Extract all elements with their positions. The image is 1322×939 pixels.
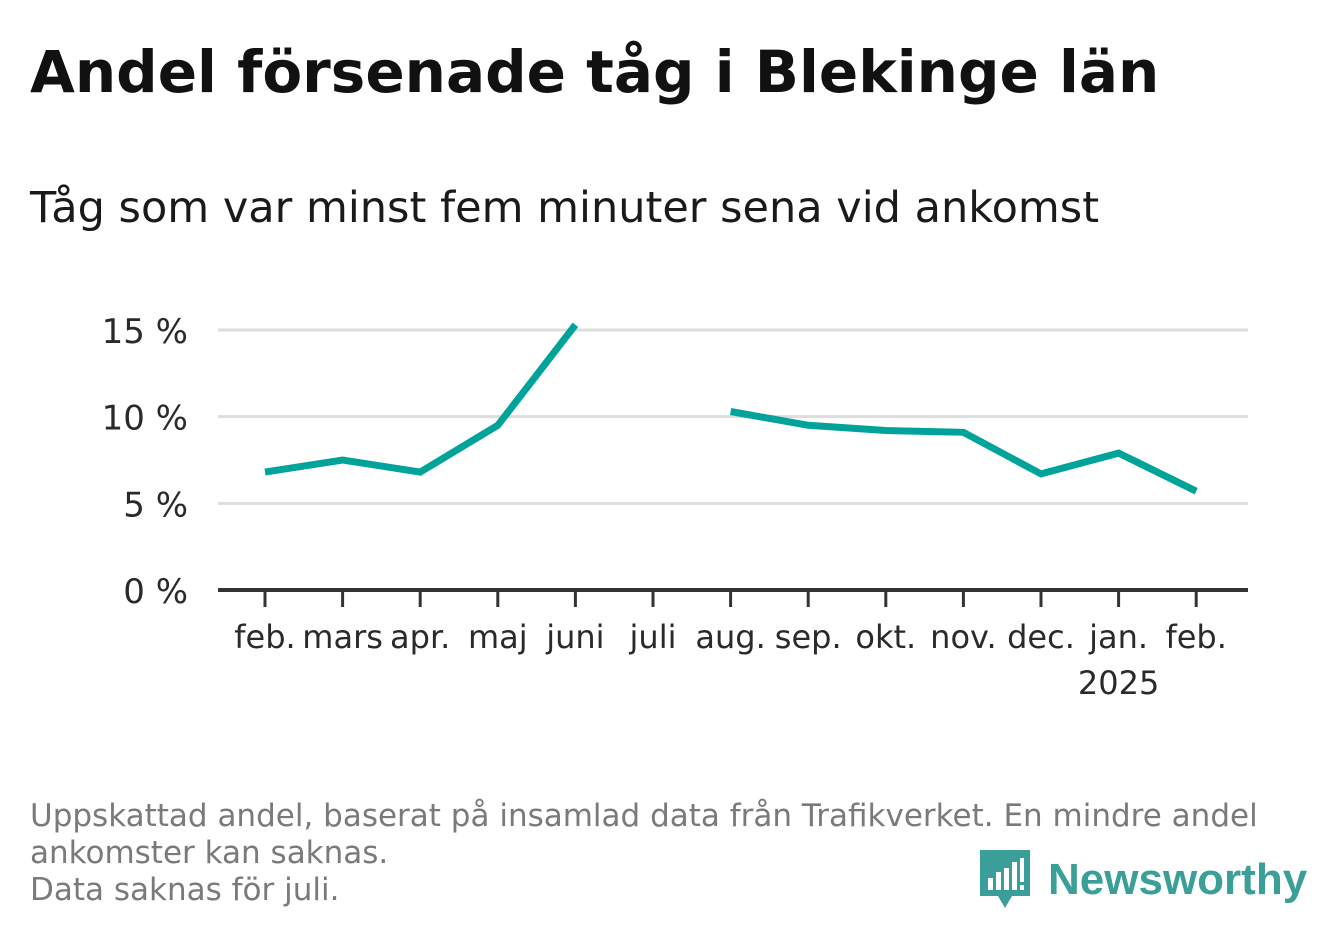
newsworthy-logo-icon	[980, 850, 1030, 908]
x-tick-label: nov.	[930, 618, 996, 656]
x-tick-label: feb.	[234, 618, 295, 656]
brand-name: Newsworthy	[1048, 855, 1308, 904]
y-tick-label: 10 %	[102, 399, 188, 439]
y-tick-label: 5 %	[123, 485, 188, 525]
x-tick-label: maj	[468, 618, 528, 656]
footnote-line-2: ankomster kan saknas.	[30, 835, 389, 871]
x-tick-label: sep.	[775, 618, 842, 656]
line-chart: 0 %5 %10 %15 %feb. mars apr. maj juni juli aug…	[102, 312, 1248, 702]
x-tick-label: jan.	[1088, 618, 1148, 656]
chart-title: Andel försenade tåg i Blekinge län	[30, 38, 1160, 106]
y-tick-label: 15 %	[102, 312, 188, 352]
x-tick-label: juli	[629, 618, 677, 656]
footnote: Uppskattad andel, baserat på insamlad da…	[30, 798, 1280, 909]
x-tick-label: dec.	[1007, 618, 1075, 656]
footnote-line-1: Uppskattad andel, baserat på insamlad da…	[30, 798, 1258, 834]
x-tick-label: juni	[545, 618, 604, 656]
x-tick-sublabel: 2025	[1078, 664, 1159, 702]
chart-subtitle: Tåg som var minst fem minuter sena vid a…	[30, 183, 1100, 233]
series-line-segment	[264, 322, 579, 476]
x-tick-label: apr.	[390, 618, 450, 656]
footnote-line-3: Data saknas för juli.	[30, 872, 340, 908]
x-tick-label: feb.	[1165, 618, 1226, 656]
series-line-segment	[729, 408, 1198, 495]
x-tick-label: okt.	[855, 618, 916, 656]
brand-logo: Newsworthy	[980, 850, 1307, 910]
x-tick-label: aug.	[695, 618, 765, 656]
x-tick-label: mars	[302, 618, 383, 656]
y-tick-label: 0 %	[123, 572, 188, 612]
